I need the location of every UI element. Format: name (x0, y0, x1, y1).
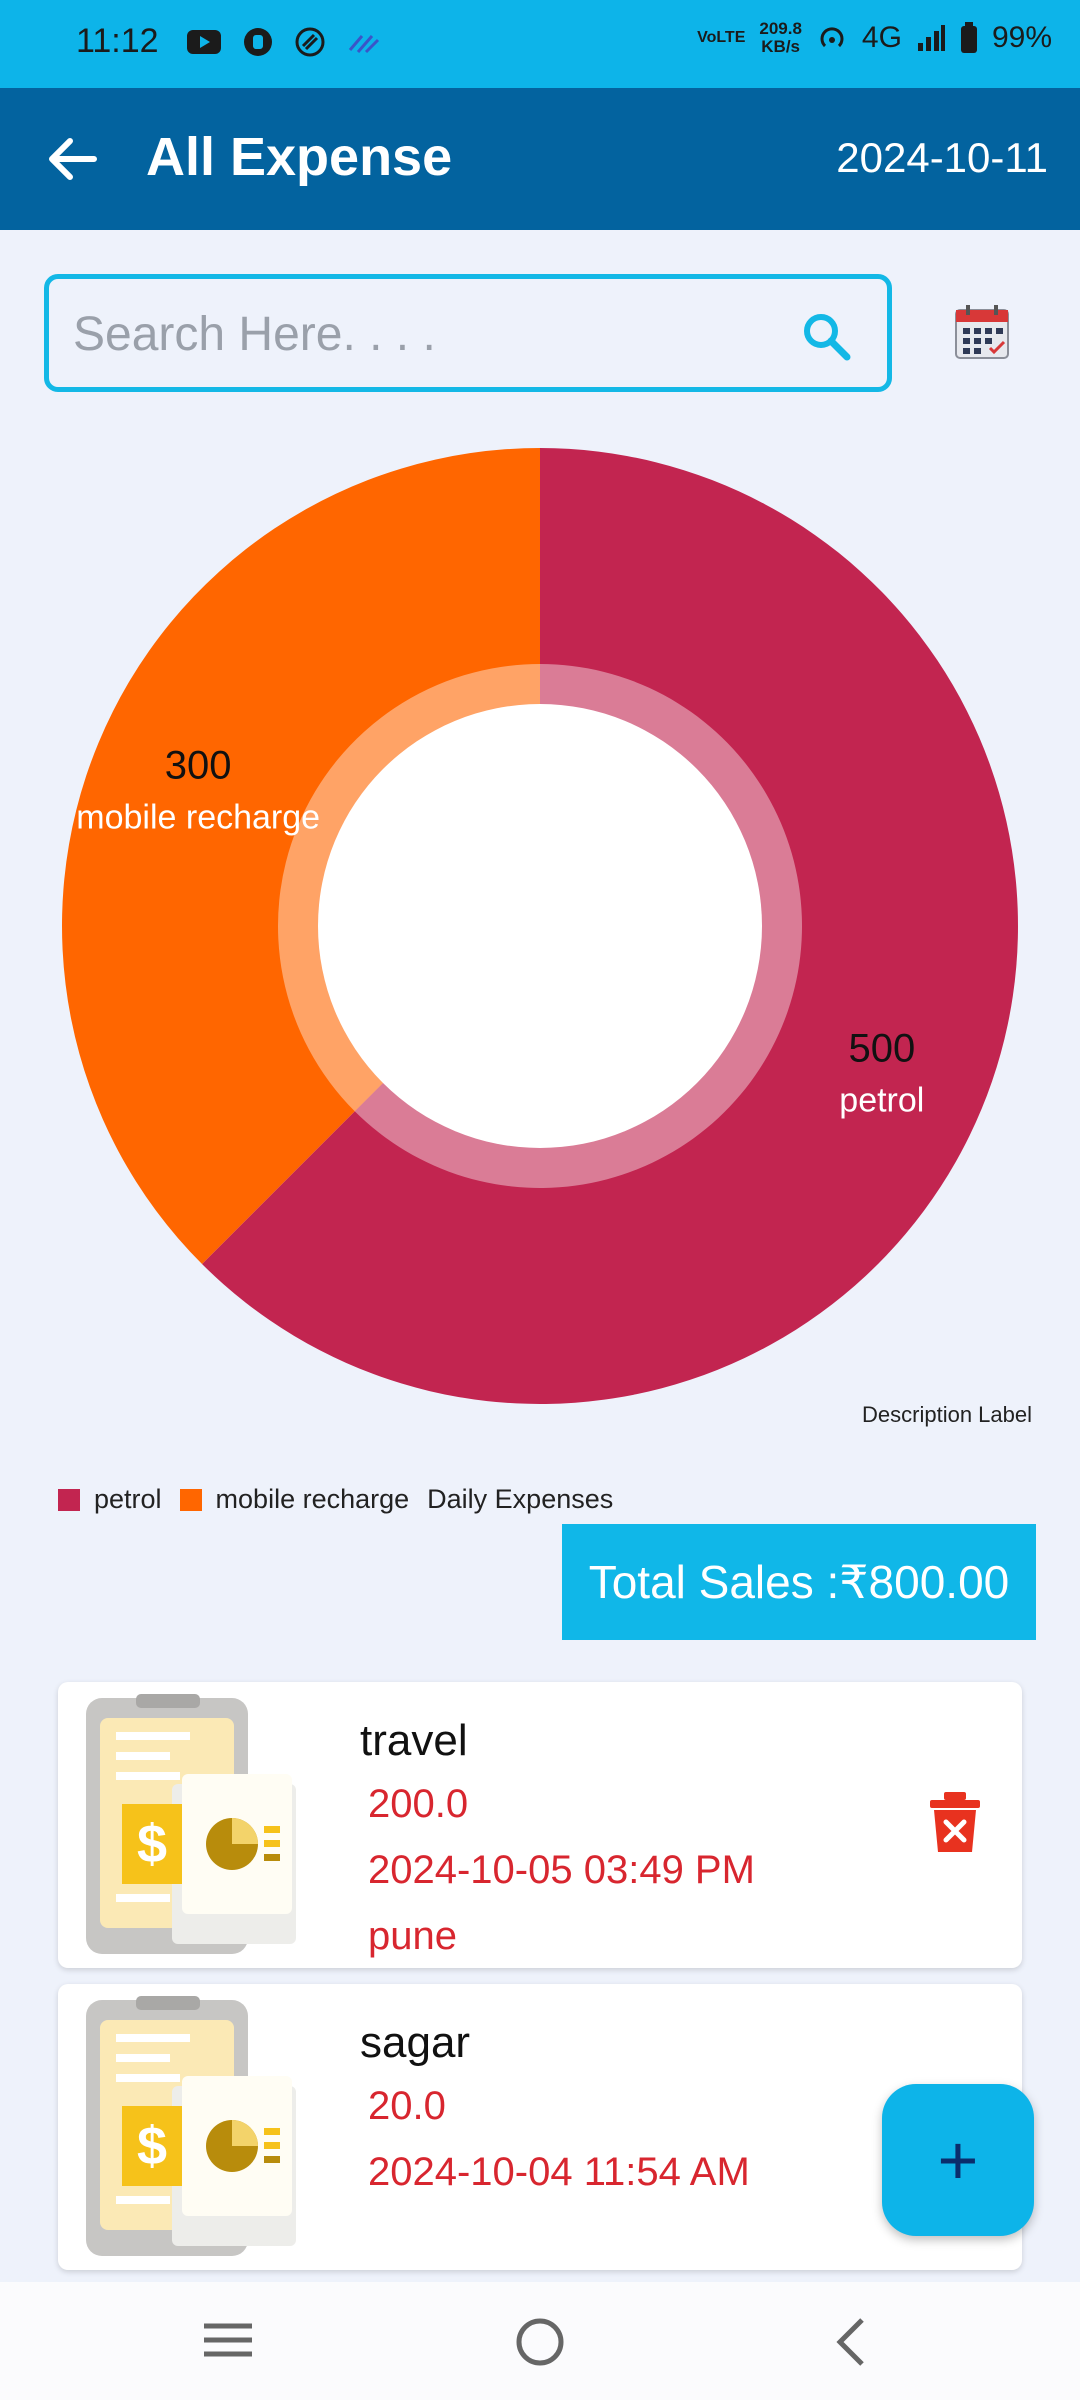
slice-label-petrol: petrol (839, 1082, 924, 1120)
expense-datetime: 2024-10-05 03:49 PM (368, 1848, 755, 1892)
expense-amount: 200.0 (368, 1782, 469, 1826)
battery-icon (960, 22, 977, 53)
slice-inner-band-mobile-recharge (278, 664, 540, 1112)
chart-legend: petrol mobile recharge Daily Expenses (58, 1484, 613, 1515)
app-bar: All Expense 2024-10-11 (0, 88, 1080, 230)
notification-icons (186, 26, 382, 58)
legend-dataset-label: Daily Expenses (427, 1484, 614, 1514)
legend-swatch-petrol (58, 1488, 80, 1511)
donut-svg: 500 petrol 300 mobile recharge (61, 448, 1019, 1404)
donut-hole (318, 704, 762, 1148)
calendar-icon[interactable] (952, 302, 1012, 362)
expense-list: $ travel 200.0 2024-10-05 03:49 PM pune … (58, 1682, 1022, 2286)
chart-description-label: Description Label (862, 1402, 1032, 1427)
svg-text:$: $ (137, 1814, 167, 1874)
battery-level: 99% (991, 21, 1052, 54)
legend-label-mobile-recharge: mobile recharge (215, 1484, 410, 1514)
signal-icon (917, 25, 945, 51)
search-box (44, 274, 892, 392)
slice-value-petrol: 500 (848, 1027, 915, 1071)
legend-swatch-mobile-recharge (179, 1488, 202, 1511)
back-nav-icon[interactable] (830, 2316, 870, 2368)
trash-icon[interactable] (928, 1790, 982, 1854)
expense-name: travel (360, 1716, 468, 1765)
page-title: All Expense (146, 127, 453, 187)
legend-label-petrol: petrol (94, 1484, 162, 1514)
expense-place: pune (368, 1914, 457, 1958)
total-sales-badge: Total Sales :₹800.00 (562, 1524, 1036, 1640)
total-sales-label: Total Sales :₹800.00 (588, 1556, 1010, 1608)
stripes-icon (348, 35, 380, 54)
menu-icon[interactable] (202, 2316, 254, 2364)
volte-indicator: VoLTE (697, 29, 746, 46)
expense-donut-chart: 500 petrol 300 mobile recharge (0, 440, 1080, 1420)
net-speed-value: 209.8 (759, 19, 802, 38)
status-bar: 11:12 VoLTE 209.8 KB/s 4G 99% (0, 0, 1080, 88)
expense-amount: 20.0 (368, 2084, 446, 2128)
network-type: 4G (861, 21, 902, 54)
net-speed-unit: KB/s (761, 37, 801, 56)
search-input[interactable] (71, 301, 775, 367)
expense-card[interactable]: $ sagar 20.0 2024-10-04 11:54 AM (58, 1984, 1022, 2270)
slice-value-mobile-recharge: 300 (165, 743, 232, 787)
header-date: 2024-10-11 (836, 134, 1048, 181)
slice-label-mobile-recharge: mobile recharge (76, 798, 320, 836)
svg-text:$: $ (137, 2116, 167, 2176)
legend-item-petrol: petrol (58, 1484, 162, 1515)
home-icon[interactable] (514, 2316, 566, 2368)
add-expense-button[interactable]: + (882, 2084, 1034, 2236)
search-icon[interactable] (799, 309, 853, 363)
expense-card[interactable]: $ travel 200.0 2024-10-05 03:49 PM pune (58, 1682, 1022, 1968)
expense-datetime: 2024-10-04 11:54 AM (368, 2150, 750, 2194)
expense-name: sagar (360, 2018, 471, 2067)
app-icon (244, 28, 272, 56)
net-speed: 209.8 KB/s (759, 20, 802, 56)
slice-mobile-recharge[interactable] (61, 448, 541, 1264)
shield-icon (295, 27, 325, 57)
expense-report-icon: $ (86, 1694, 296, 1954)
expense-report-icon: $ (86, 1996, 296, 2256)
status-time: 11:12 (76, 22, 159, 60)
plus-icon: + (937, 2121, 979, 2199)
system-icons: VoLTE 209.8 KB/s 4G 99% (697, 20, 1052, 56)
slice-petrol[interactable] (202, 448, 1019, 1404)
system-nav-bar (0, 2282, 1080, 2400)
slice-inner-band-petrol (354, 664, 803, 1189)
legend-item-mobile-recharge: mobile recharge (179, 1484, 410, 1515)
youtube-icon (187, 30, 221, 54)
arrow-left-icon[interactable] (40, 126, 106, 192)
hotspot-icon (820, 27, 844, 48)
